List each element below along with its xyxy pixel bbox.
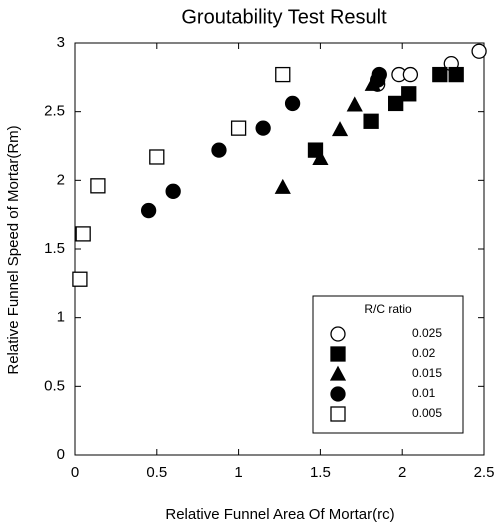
legend-title: R/C ratio — [364, 302, 412, 316]
legend-label: 0.02 — [412, 346, 436, 360]
x-tick-label: 1.5 — [310, 464, 331, 481]
legend-label: 0.015 — [412, 366, 442, 380]
x-tick-label: 2 — [398, 464, 406, 481]
marker — [402, 66, 419, 83]
y-tick-label: 2.5 — [44, 103, 65, 120]
marker — [401, 86, 417, 102]
marker — [363, 113, 379, 129]
marker — [275, 66, 291, 83]
y-tick-label: 0 — [57, 446, 65, 463]
x-axis-label: Relative Funnel Area Of Mortar(rc) — [165, 506, 394, 523]
marker — [432, 66, 448, 83]
marker — [448, 66, 464, 83]
y-tick-label: 3 — [57, 34, 65, 51]
marker — [471, 43, 487, 59]
marker — [371, 66, 387, 83]
x-tick-label: 0.5 — [146, 464, 167, 481]
y-tick-label: 1 — [57, 309, 65, 326]
y-tick-label: 2 — [57, 171, 65, 188]
marker — [312, 149, 329, 166]
legend-label: 0.005 — [412, 406, 442, 420]
marker — [284, 95, 301, 112]
marker — [211, 142, 227, 158]
marker — [90, 178, 106, 194]
marker — [75, 226, 91, 242]
marker — [165, 183, 181, 199]
y-tick-label: 0.5 — [44, 377, 65, 394]
x-tick-label: 0 — [71, 464, 79, 481]
marker — [255, 120, 271, 136]
y-tick-label: 1.5 — [44, 240, 65, 257]
x-tick-label: 1 — [234, 464, 242, 481]
marker — [388, 95, 404, 112]
marker — [329, 365, 347, 381]
marker — [72, 271, 88, 287]
x-tick-label: 2.5 — [474, 464, 495, 481]
marker — [346, 96, 363, 112]
legend-label: 0.01 — [412, 386, 436, 400]
marker — [230, 120, 247, 136]
marker — [330, 406, 346, 422]
marker — [330, 346, 346, 362]
marker — [330, 326, 346, 342]
y-axis-label: Relative Funnel Speed of Mortar(Rm) — [5, 125, 22, 374]
marker — [330, 386, 346, 402]
marker — [149, 149, 165, 165]
marker — [140, 202, 157, 219]
chart-title: Groutability Test Result — [181, 6, 387, 28]
legend-label: 0.025 — [412, 326, 442, 340]
marker — [331, 121, 349, 137]
marker — [274, 178, 291, 194]
